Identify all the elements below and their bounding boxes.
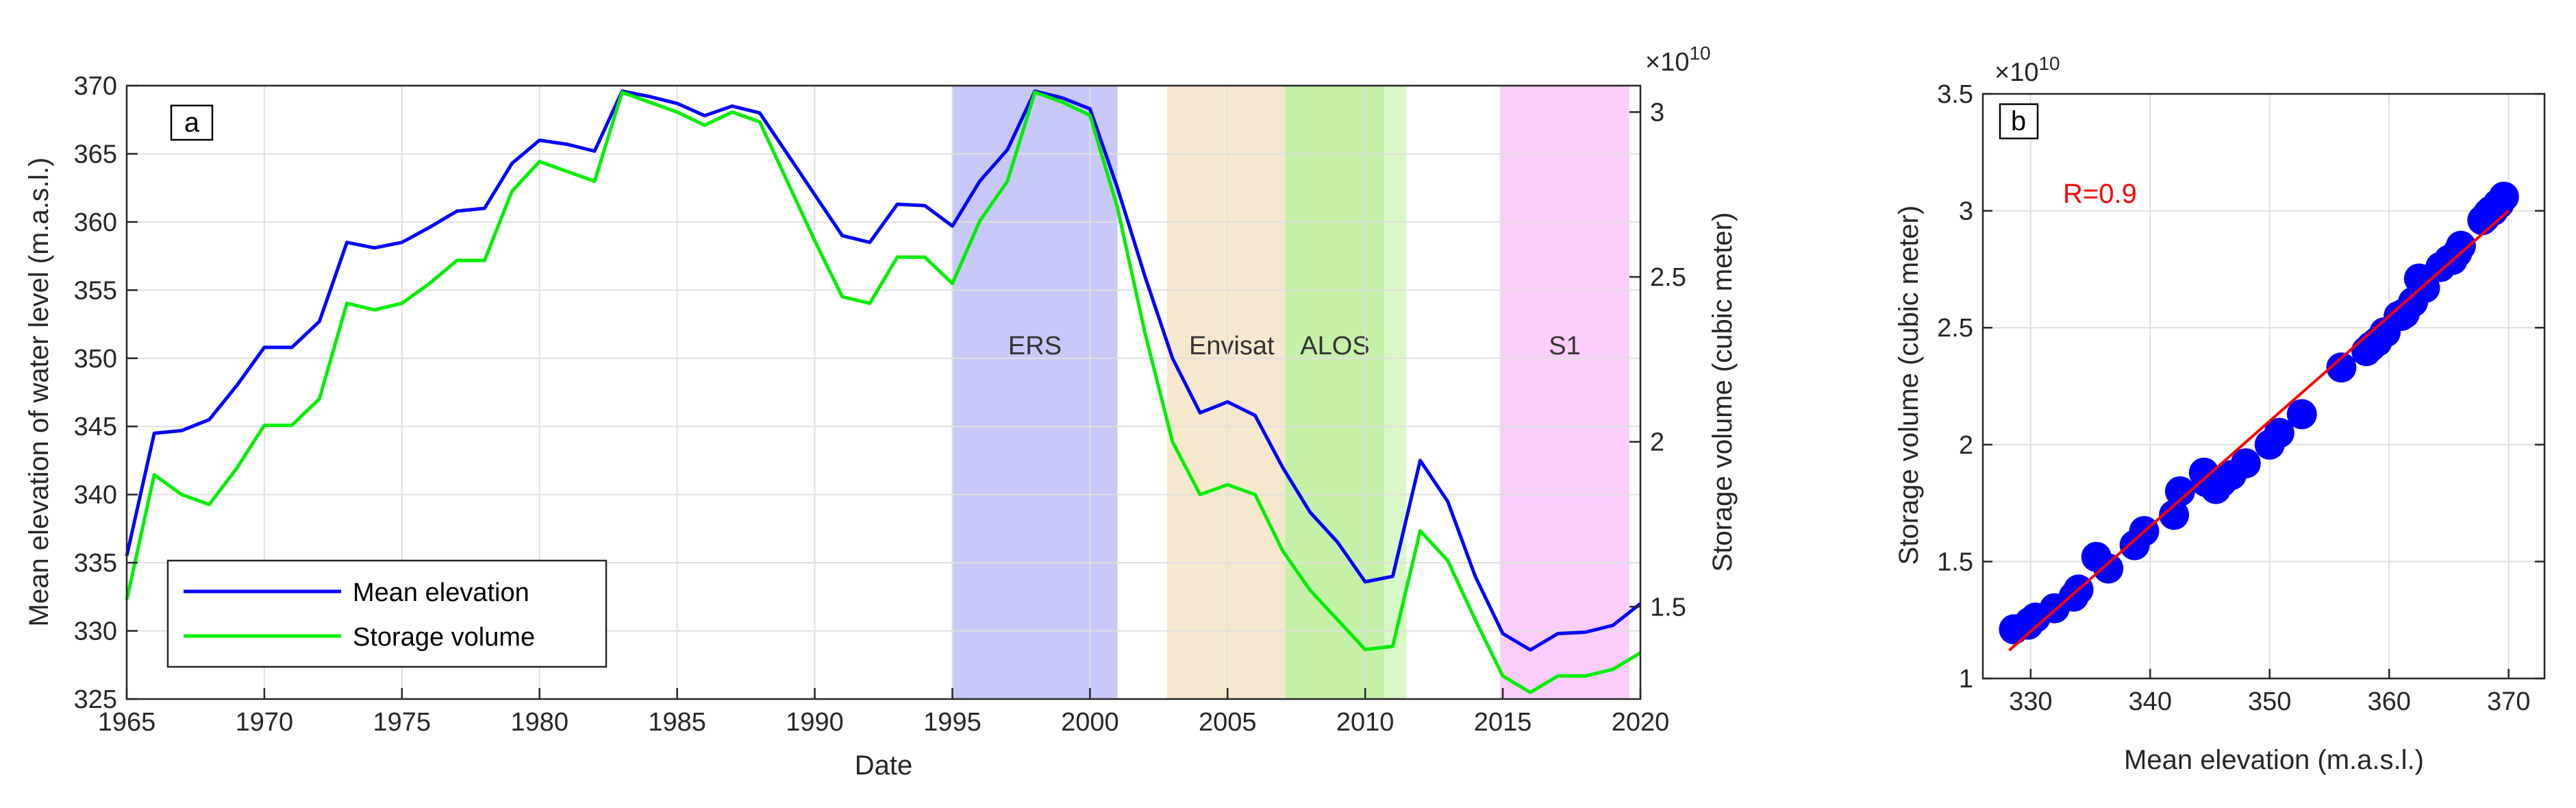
b-x-tick-label-360: 360: [2367, 687, 2410, 716]
band-label-s1: S1: [1549, 332, 1580, 360]
x-tick-label-2020: 2020: [1612, 708, 1670, 737]
panel-a: ERS Envisat ALOS S1 1965 1970 1975 1980 1985 199…: [24, 42, 1738, 781]
scatter-point: [2264, 417, 2294, 448]
b-y-tick-label-3: 3: [1959, 197, 1973, 226]
scatter-point: [2230, 448, 2261, 479]
y2-tick-label-1.5: 1.5: [1650, 593, 1686, 622]
panel-b-label-box: [1999, 103, 2039, 140]
b-y-tick-label-3.5: 3.5: [1937, 80, 1973, 109]
y-tick-label-350: 350: [74, 345, 117, 374]
band-label-ers: ERS: [1008, 332, 1062, 360]
y-tick-label-330: 330: [74, 617, 117, 646]
b-x-tick-label-350: 350: [2248, 687, 2291, 716]
x-tick-label-2010: 2010: [1336, 708, 1395, 737]
scatter-point: [2164, 476, 2195, 506]
x-tick-label-1990: 1990: [786, 708, 844, 737]
panel-b-axes-box: [1981, 93, 2546, 680]
x-tick-label-1975: 1975: [373, 708, 432, 737]
b-y-tick-label-1: 1: [1959, 665, 1973, 694]
panel-a-legend[interactable]: Mean elevation Storage volume: [166, 559, 608, 668]
band-envisat: [1166, 86, 1286, 699]
scatter-point: [2159, 500, 2190, 530]
panel-b-points: [1999, 182, 2519, 645]
panel-a-ticks: 1965 1970 1975 1980 1985 1990 1995 2000 2005 2010…: [74, 72, 1686, 737]
band-ers: [952, 86, 1118, 699]
x-tick-label-2005: 2005: [1199, 708, 1257, 737]
panel-a-y2-axis-title: Storage volume (cubic meter): [1708, 212, 1738, 572]
panel-b: 330 340 350 360 370 1 1.5 2 2.5 3 3.5 b R=0.9 Mean…: [1894, 53, 2546, 775]
series-line-storage-volume: [125, 90, 1642, 694]
y2-exponent-base: ×10: [1645, 48, 1689, 77]
panel-b-label: b: [2011, 106, 2026, 136]
panel-b-ticks: 330 340 350 360 370 1 1.5 2 2.5 3 3.5: [1937, 80, 2544, 716]
legend-label-mean-elevation: Mean elevation: [353, 578, 529, 607]
panel-b-fit: [2008, 210, 2510, 652]
panel-a-label-box: [170, 104, 214, 141]
x-tick-label-1995: 1995: [923, 708, 981, 737]
series-line-mean-elevation: [125, 89, 1642, 652]
y-tick-label-345: 345: [74, 413, 117, 441]
scatter-point: [2326, 352, 2357, 383]
band-alos: [1285, 86, 1385, 699]
band-label-alos: ALOS: [1300, 332, 1369, 360]
x-tick-label-1985: 1985: [648, 708, 706, 737]
scatter-point: [2445, 230, 2476, 261]
b-y-tick-label-1.5: 1.5: [1937, 548, 1973, 576]
panel-a-label: a: [184, 108, 200, 138]
scatter-point: [2488, 182, 2519, 212]
panel-b-y-axis-title: Storage volume (cubic meter): [1894, 206, 1924, 565]
y-tick-label-355: 355: [74, 276, 117, 305]
b-x-tick-label-330: 330: [2009, 687, 2052, 716]
panel-a-lines: [125, 89, 1642, 694]
y-tick-label-370: 370: [74, 72, 117, 101]
panel-a-y-axis-title: Mean elevation of water level (m.a.s.l.): [24, 158, 54, 627]
y-tick-label-335: 335: [74, 549, 117, 578]
y2-tick-label-2: 2: [1650, 428, 1664, 457]
legend-box: [166, 559, 608, 668]
scatter-point: [2093, 553, 2124, 584]
panel-b-x-axis-title: Mean elevation (m.a.s.l.): [2124, 745, 2424, 775]
b-x-tick-label-370: 370: [2487, 687, 2530, 716]
y-tick-label-340: 340: [74, 481, 117, 510]
scatter-point: [2286, 399, 2317, 430]
panel-b-y-exponent: ×1010: [1994, 53, 2060, 87]
band-s1: [1500, 86, 1629, 699]
x-tick-label-2015: 2015: [1474, 708, 1532, 737]
y2-tick-label-2.5: 2.5: [1650, 263, 1686, 292]
satellite-bands: ERS Envisat ALOS S1: [952, 86, 1629, 699]
x-tick-label-1980: 1980: [510, 708, 568, 737]
y2-exponent-power: 10: [1689, 42, 1710, 64]
legend-label-storage-volume: Storage volume: [353, 623, 535, 652]
y-tick-label-360: 360: [74, 208, 117, 237]
band-label-envisat: Envisat: [1189, 332, 1275, 360]
b-x-tick-label-340: 340: [2129, 687, 2172, 716]
y-exponent-power: 10: [2038, 53, 2060, 74]
y2-tick-label-3: 3: [1650, 98, 1664, 127]
b-y-tick-label-2.5: 2.5: [1937, 314, 1973, 343]
x-tick-label-2000: 2000: [1061, 708, 1119, 737]
y-tick-label-325: 325: [74, 685, 117, 714]
x-tick-label-1970: 1970: [236, 708, 294, 737]
panel-a-x-axis-title: Date: [855, 750, 913, 781]
panel-a-axes-box: [125, 84, 1642, 700]
y-exponent-base: ×10: [1994, 58, 2038, 87]
b-y-tick-label-2: 2: [1959, 431, 1973, 460]
regression-line: [2008, 210, 2510, 652]
panel-a-y2-exponent: ×1010: [1645, 42, 1711, 77]
r-annotation: R=0.9: [2063, 179, 2137, 209]
x-tick-label-1965: 1965: [98, 708, 156, 737]
y-tick-label-365: 365: [74, 140, 117, 169]
scatter-point: [2410, 273, 2440, 304]
